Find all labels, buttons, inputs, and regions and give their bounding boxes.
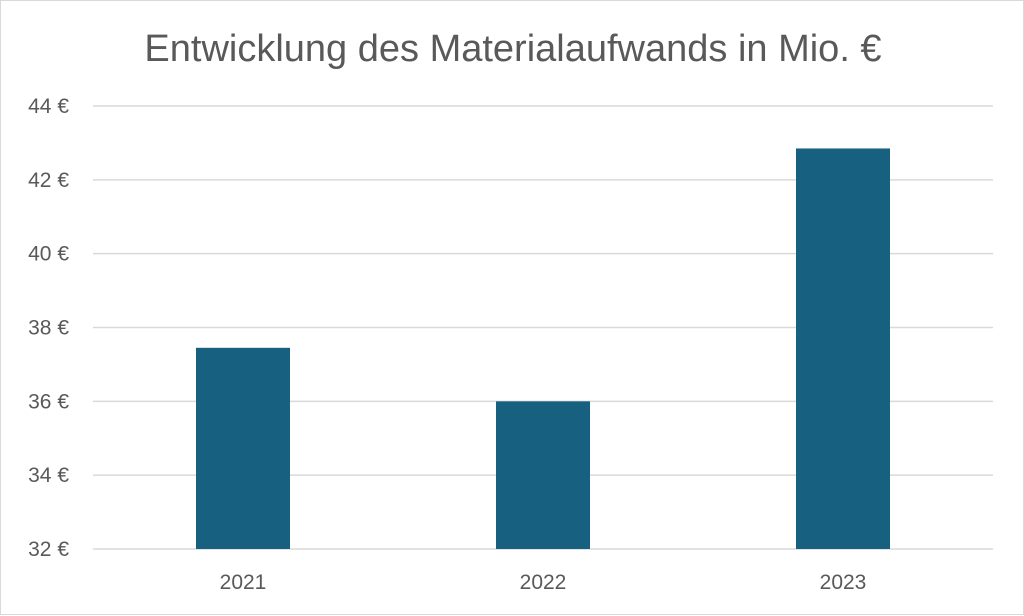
chart-title: Entwicklung des Materialaufwands in Mio.… xyxy=(144,28,881,70)
x-tick-label: 2023 xyxy=(820,571,867,594)
x-tick-label: 2021 xyxy=(220,571,267,594)
y-tick-label: 32 € xyxy=(28,538,69,561)
y-tick-label: 42 € xyxy=(28,169,69,192)
y-axis-ticks: 32 € 34 € 36 € 38 € 40 € 42 € 44 € xyxy=(28,95,69,561)
y-tick-label: 38 € xyxy=(28,317,69,340)
bar-2023 xyxy=(796,148,890,549)
y-tick-label: 44 € xyxy=(28,95,69,118)
bar-2021 xyxy=(196,347,290,549)
y-tick-label: 36 € xyxy=(28,390,69,413)
x-tick-label: 2022 xyxy=(520,571,567,594)
bars xyxy=(196,148,890,549)
y-tick-label: 40 € xyxy=(28,243,69,266)
bar-2022 xyxy=(496,401,590,549)
y-tick-label: 34 € xyxy=(28,464,69,487)
x-axis-ticks: 2021 2022 2023 xyxy=(220,571,867,594)
